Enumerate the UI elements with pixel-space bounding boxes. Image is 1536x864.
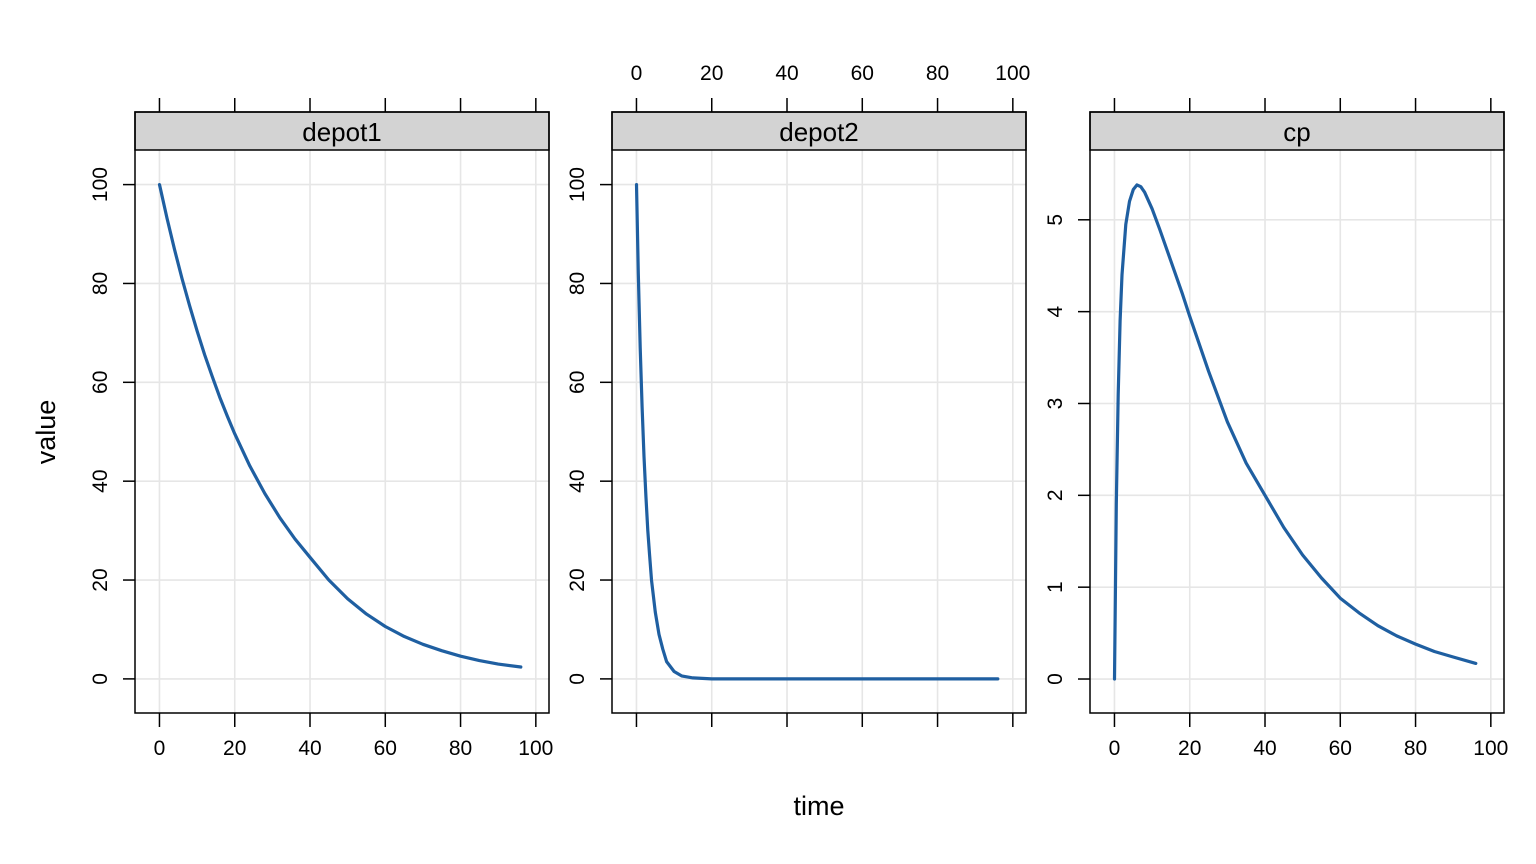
panel-depot1: depot1 0 20 40 60 80 100 0 20 40 60 80 100 xyxy=(89,98,553,760)
x-tick-label: 60 xyxy=(374,737,397,760)
y-tick-label: 100 xyxy=(566,167,589,202)
x-tick-label: 100 xyxy=(1473,737,1508,760)
y-tick-label: 0 xyxy=(566,673,589,685)
y-tick-label: 20 xyxy=(89,568,112,591)
panel-border xyxy=(611,111,1027,714)
series-line-depot1 xyxy=(157,183,523,669)
y-tick-label: 60 xyxy=(566,371,589,394)
strip-depot1 xyxy=(134,111,550,151)
panel-cp: cp 0 20 40 60 80 100 0 1 2 3 4 5 xyxy=(1044,98,1508,760)
y-tick-label: 0 xyxy=(1044,673,1067,685)
x-tick-label: 40 xyxy=(1253,737,1276,760)
y-tick-label: 80 xyxy=(89,272,112,295)
x-tick-label: 0 xyxy=(1109,737,1121,760)
y-tick-label: 40 xyxy=(566,469,589,492)
x-tick-label: 100 xyxy=(995,62,1030,85)
series-line-depot2 xyxy=(634,183,1000,681)
panel-depot2: depot2 0 20 40 60 80 100 0 20 40 60 80 100 xyxy=(566,62,1030,727)
y-tick-label: 100 xyxy=(89,167,112,202)
x-tick-label: 100 xyxy=(518,737,553,760)
x-tick-label: 80 xyxy=(1404,737,1427,760)
x-tick-label: 0 xyxy=(631,62,643,85)
x-tick-label: 0 xyxy=(154,737,166,760)
y-tick-label: 20 xyxy=(566,568,589,591)
y-tick-label: 40 xyxy=(89,469,112,492)
x-tick-label: 20 xyxy=(1178,737,1201,760)
x-tick-label: 80 xyxy=(926,62,949,85)
strip-label-depot2: depot2 xyxy=(779,117,859,147)
x-tick-label: 20 xyxy=(223,737,246,760)
y-axis-title: value xyxy=(31,400,61,465)
panel-border xyxy=(1089,111,1505,714)
y-tick-label: 2 xyxy=(1044,489,1067,501)
x-tick-label: 80 xyxy=(449,737,472,760)
x-tick-label: 60 xyxy=(851,62,874,85)
y-tick-label: 60 xyxy=(89,371,112,394)
strip-label-depot1: depot1 xyxy=(302,117,382,147)
y-tick-label: 4 xyxy=(1044,305,1067,317)
x-tick-label: 20 xyxy=(700,62,723,85)
y-tick-label: 1 xyxy=(1044,581,1067,593)
x-axis-title: time xyxy=(793,791,844,821)
x-tick-label: 60 xyxy=(1329,737,1352,760)
y-tick-label: 0 xyxy=(89,673,112,685)
series-line-cp xyxy=(1112,183,1478,681)
x-tick-label: 40 xyxy=(298,737,321,760)
strip-label-cp: cp xyxy=(1283,117,1310,147)
panel-border xyxy=(134,111,550,714)
y-tick-label: 80 xyxy=(566,272,589,295)
x-tick-label: 40 xyxy=(775,62,798,85)
y-tick-label: 5 xyxy=(1044,214,1067,226)
y-tick-label: 3 xyxy=(1044,398,1067,410)
